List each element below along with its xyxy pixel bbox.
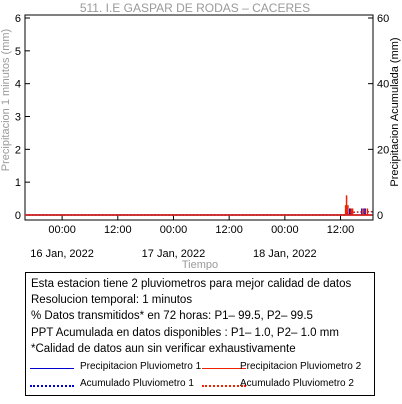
legend-swatch-p1 [30, 368, 74, 369]
info-line-4: PPT Acumulada en datos disponibles : P1–… [31, 327, 339, 339]
x-tick-date-label: 18 Jan, 2022 [253, 248, 317, 260]
info-legend-box: Esta estacion tiene 2 pluviometros para … [25, 272, 375, 396]
chart-title: 511. I.E GASPAR DE RODAS – CACERES [80, 1, 310, 15]
x-tick-time-label: 00:00 [160, 224, 188, 236]
legend-label-a2: Acumulado Pluviometro 2 [240, 378, 354, 389]
x-tick-date-label: 16 Jan, 2022 [30, 248, 94, 260]
x-tick-date-label: 17 Jan, 2022 [142, 248, 206, 260]
legend-swatch-a2 [202, 385, 246, 387]
y-right-tick-label: 0 [377, 210, 383, 222]
y-left-tick-label: 6 [15, 13, 21, 25]
x-tick-time-label: 00:00 [48, 224, 76, 236]
info-line-2: Resolucion temporal: 1 minutos [31, 294, 193, 306]
y-left-tick-label: 2 [15, 144, 21, 156]
plot-frame [24, 14, 374, 221]
legend-label-p2: Precipitacion Pluviometro 2 [240, 361, 362, 372]
y-left-tick-label: 3 [15, 112, 21, 124]
y-axis-right-label: Precipitacion Acumulada (mm) [389, 37, 401, 186]
x-tick-time-label: 00:00 [271, 224, 299, 236]
legend-label-a1: Acumulado Pluviometro 1 [80, 378, 194, 389]
legend-swatch-p2 [202, 368, 246, 369]
legend-label-p1: Precipitacion Pluviometro 1 [80, 361, 202, 372]
y-right-tick-label: 20 [377, 144, 389, 156]
y-left-tick-label: 5 [15, 46, 21, 58]
y-left-tick-label: 1 [15, 177, 21, 189]
legend-swatch-a1 [30, 385, 74, 387]
info-line-3: % Datos transmitidos* en 72 horas: P1– 9… [31, 310, 313, 322]
x-axis-label: Tiempo [182, 259, 218, 270]
x-tick-time-label: 12:00 [104, 224, 132, 236]
y-left-tick-label: 0 [15, 210, 21, 222]
precipitation-chart: 511. I.E GASPAR DE RODAS – CACERES 0 1 2 3 4… [0, 1, 401, 270]
x-tick-time-label: 12:00 [215, 224, 243, 236]
x-tick-time-label: 12:00 [327, 224, 355, 236]
y-axis-left-label: Precipitacion 1 minutos (mm) [0, 29, 12, 171]
y-left-tick-label: 4 [15, 79, 21, 91]
y-right-tick-label: 40 [377, 79, 389, 91]
series-line-4 [25, 211, 374, 216]
info-line-5: *Calidad de datos aun sin verificar exha… [31, 343, 296, 355]
info-line-1: Esta estacion tiene 2 pluviometros para … [31, 278, 352, 290]
y-right-tick-label: 60 [377, 13, 389, 25]
